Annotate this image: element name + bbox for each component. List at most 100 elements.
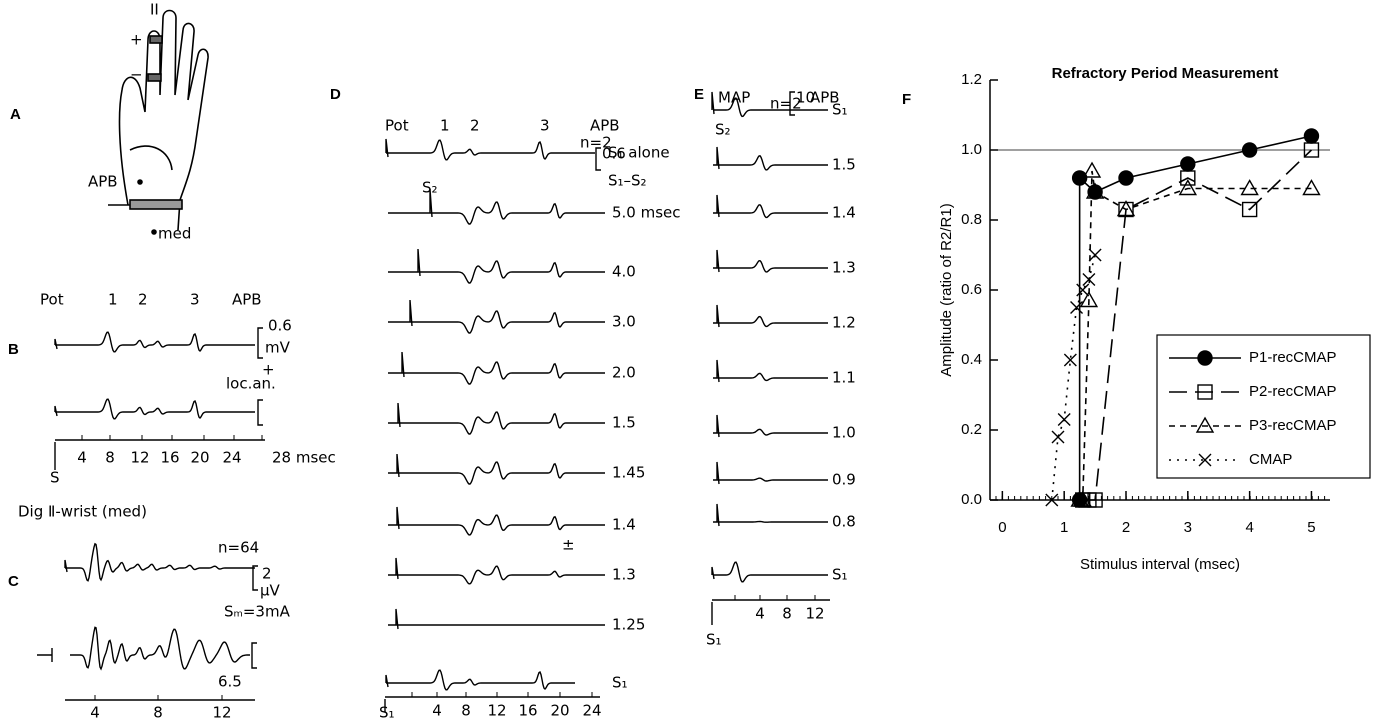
scale-bar — [595, 147, 601, 171]
stimulus-artifact — [716, 249, 720, 273]
chart-title: Refractory Period Measurement — [1052, 65, 1279, 82]
trace — [388, 461, 605, 485]
marker-square — [1303, 142, 1320, 158]
marker-triangle — [1240, 179, 1259, 196]
label: APB — [810, 89, 840, 107]
trace — [713, 428, 828, 436]
stimulus-artifact — [385, 138, 389, 158]
label: 20 — [550, 702, 569, 720]
label: + — [130, 31, 143, 49]
label: 1.4 — [832, 204, 856, 222]
trace — [388, 411, 605, 435]
marker-triangle — [1178, 179, 1198, 196]
marker-x — [1088, 248, 1102, 262]
label: 2.0 — [612, 364, 636, 382]
label: S₂ — [422, 179, 438, 197]
legend-marker — [1198, 453, 1212, 467]
marker-x — [1045, 493, 1059, 507]
label: S₁ — [832, 101, 848, 119]
trace — [388, 201, 605, 225]
trace — [386, 669, 575, 691]
trace — [713, 561, 828, 583]
label: S₁ — [612, 674, 628, 692]
marker-circle — [1180, 156, 1196, 172]
label: + — [262, 361, 275, 379]
label: 1 — [108, 291, 118, 309]
y-axis-title: Amplitude (ratio of R2/R1) — [938, 203, 955, 376]
marker-x — [1057, 413, 1071, 426]
label: 12 — [487, 702, 506, 720]
label: 8 — [782, 605, 792, 623]
label: 1.2 — [832, 314, 856, 332]
label: med — [158, 225, 191, 243]
marker-square — [1180, 170, 1196, 186]
stimulus-artifact — [409, 299, 413, 327]
label: 4 — [432, 702, 442, 720]
trace — [713, 155, 828, 171]
legend-marker — [1197, 384, 1213, 400]
x-tick-label: 5 — [1307, 519, 1315, 536]
label: 10 — [796, 89, 815, 107]
trace — [388, 565, 605, 585]
label: 12 — [805, 605, 824, 623]
stimulus-artifact — [716, 503, 720, 527]
trace — [388, 260, 605, 284]
label: 3 — [540, 117, 550, 135]
stimulus-artifact — [716, 359, 720, 383]
label: 2 — [138, 291, 148, 309]
series-line — [1051, 254, 1096, 501]
x-tick-label: 4 — [1245, 519, 1253, 536]
panel-letter: A — [10, 106, 21, 123]
x-tick-label: 1 — [1060, 519, 1068, 536]
y-tick-label: 0.0 — [961, 491, 982, 508]
label: 5.0 msec — [612, 204, 681, 222]
scale-bar — [252, 565, 258, 591]
label: Sₘ=3mA — [224, 603, 291, 621]
panel-letter: F — [902, 91, 911, 108]
legend-label: P2-recCMAP — [1249, 383, 1337, 400]
stimulus-artifact — [716, 414, 720, 438]
label: 4 — [755, 605, 765, 623]
label: ± — [562, 536, 575, 554]
marker-triangle — [1085, 182, 1105, 199]
label: 4 — [90, 704, 100, 720]
label: APB — [88, 173, 118, 191]
marker-circle — [1071, 170, 1088, 186]
stimulus-artifact — [417, 248, 421, 277]
trace — [388, 514, 605, 536]
panel-letter: B — [8, 341, 19, 358]
legend-label: P1-recCMAP — [1249, 349, 1337, 366]
marker-triangle — [1302, 179, 1321, 196]
trace — [386, 139, 595, 161]
label: 12 — [212, 704, 231, 720]
stimulus-artifact — [716, 461, 720, 485]
label: 8 — [461, 702, 471, 720]
label: 1.5 — [832, 156, 856, 174]
y-tick-label: 0.8 — [961, 211, 982, 228]
series-line — [1079, 170, 1312, 501]
label: 1.45 — [612, 464, 645, 482]
marker-triangle — [1079, 291, 1099, 308]
label: S₁ alone — [608, 144, 670, 162]
label: 3.0 — [612, 313, 636, 331]
panel-letter: D — [330, 86, 341, 103]
label: 3 — [190, 291, 200, 309]
marker-circle — [1241, 142, 1258, 158]
x-tick-label: 3 — [1184, 519, 1192, 536]
label: n=2 — [770, 95, 802, 113]
label: 2 — [470, 117, 480, 135]
label: 0.6 — [268, 317, 292, 335]
trace — [388, 310, 605, 334]
label: 1.3 — [832, 259, 856, 277]
label: 24 — [222, 449, 241, 467]
label: APB — [590, 117, 620, 135]
wrist-band — [129, 199, 183, 210]
marker-x — [1082, 273, 1096, 286]
legend-marker — [1197, 350, 1213, 366]
label: S₁ — [832, 566, 848, 584]
label: loc.an. — [226, 375, 276, 393]
stimulus-artifact — [395, 608, 399, 630]
trace — [55, 398, 255, 420]
stimulus-artifact — [64, 559, 68, 573]
marker-square — [1241, 201, 1258, 218]
